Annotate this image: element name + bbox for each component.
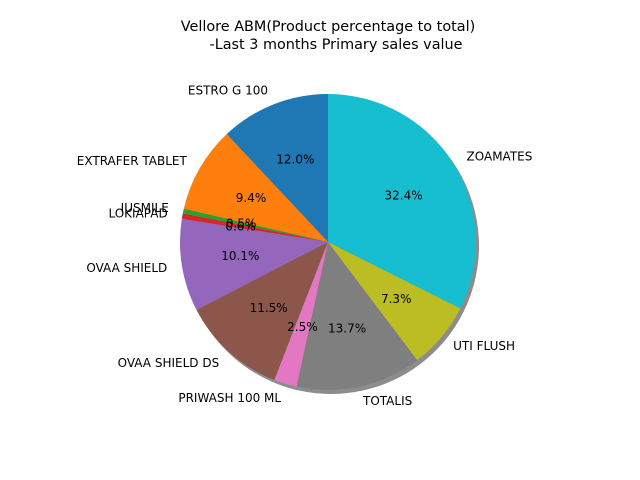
slice-label-extrafer-tablet: EXTRAFER TABLET <box>77 154 188 168</box>
slice-percent-extrafer-tablet: 9.4% <box>236 191 267 205</box>
slice-label-ovaa-shield-ds: OVAA SHIELD DS <box>118 356 220 370</box>
slice-percent-totalis: 13.7% <box>328 322 366 336</box>
slice-percent-lokiapad: 0.6% <box>225 219 256 233</box>
slice-totalis <box>296 242 418 390</box>
slice-extrafer-tablet <box>183 134 328 242</box>
slice-label-priwash-100-ml: PRIWASH 100 ML <box>178 391 281 405</box>
slice-zoamates <box>328 94 476 309</box>
slice-iusmile <box>182 208 328 242</box>
slice-percent-zoamates: 32.4% <box>385 188 423 202</box>
slice-percent-ovaa-shield-ds: 11.5% <box>250 301 288 315</box>
pie-labels: ESTRO G 100 12.0% EXTRAFER TABLET 9.4% IUSMI… <box>77 84 533 408</box>
slice-priwash-100-ml <box>274 242 328 387</box>
slice-label-totalis: TOTALIS <box>362 394 412 408</box>
chart-title-line-1: Vellore ABM(Product percentage to total) <box>181 19 475 35</box>
pie-slices <box>180 94 476 390</box>
slice-label-lokiapad: LOKIAPAD <box>108 207 167 221</box>
slice-percent-iusmile: 0.5% <box>226 216 257 230</box>
slice-percent-priwash-100-ml: 2.5% <box>287 320 318 334</box>
slice-lokiapad <box>181 213 328 242</box>
slice-label-ovaa-shield: OVAA SHIELD <box>86 261 167 275</box>
slice-percent-uti-flush: 7.3% <box>381 292 412 306</box>
slice-percent-ovaa-shield: 10.1% <box>221 249 259 263</box>
slice-label-zoamates: ZOAMATES <box>467 150 533 164</box>
slice-estro-g-100 <box>226 94 328 242</box>
slice-label-estro-g-100: ESTRO G 100 <box>188 84 268 98</box>
slice-label-iusmile: IUSMILE <box>121 201 169 215</box>
slice-uti-flush <box>328 242 461 361</box>
slice-ovaa-shield-ds <box>196 242 328 380</box>
slice-label-uti-flush: UTI FLUSH <box>453 339 515 353</box>
slice-percent-estro-g-100: 12.0% <box>276 152 314 166</box>
slice-ovaa-shield <box>180 218 328 311</box>
chart-title-line-2: -Last 3 months Primary sales value <box>210 37 463 53</box>
